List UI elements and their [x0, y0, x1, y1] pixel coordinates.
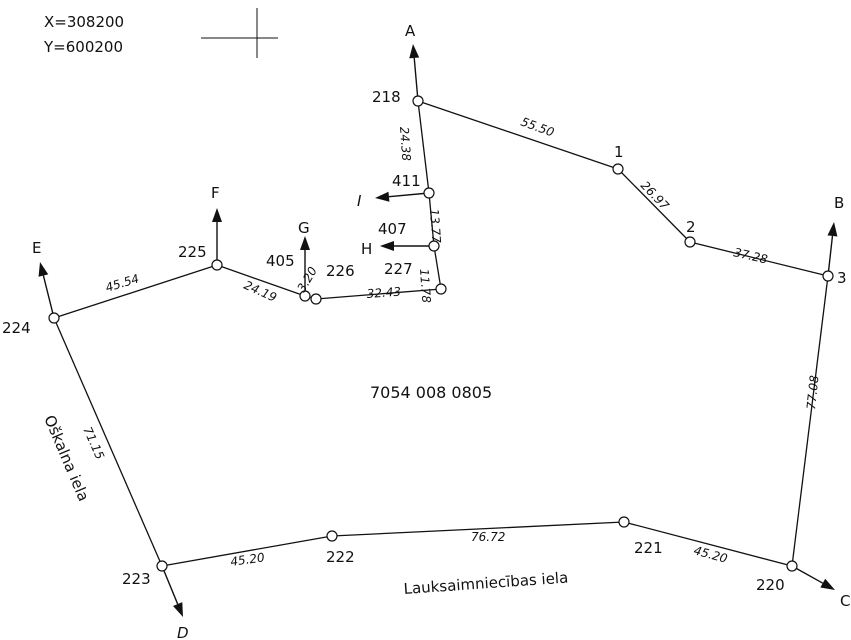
boundary-line-218-1: [417, 100, 619, 170]
direction-label-h: H: [361, 240, 372, 258]
boundary-point-225: [211, 259, 223, 271]
boundary-point-226: [310, 293, 322, 305]
point-label-225: 225: [178, 243, 207, 261]
direction-label-d: D: [177, 624, 189, 640]
boundary-line-225-405: [216, 264, 306, 297]
direction-arrow-c-head: [820, 578, 835, 590]
direction-label-a: A: [405, 22, 416, 40]
direction-label-g: G: [298, 219, 310, 237]
point-label-405: 405: [266, 252, 295, 270]
direction-arrows: A B C D E F G H I: [32, 22, 850, 640]
distance-label-218-1: 55.50: [519, 115, 556, 140]
distance-label-2-3: 37.28: [732, 245, 769, 266]
direction-arrow-g-head: [300, 236, 310, 250]
direction-arrow-a-shaft: [413, 57, 419, 102]
boundary-point-3: [822, 270, 834, 282]
point-label-220: 220: [756, 576, 785, 594]
boundary-points: [48, 95, 834, 572]
direction-label-f: F: [211, 184, 220, 202]
direction-arrow-f-head: [212, 208, 222, 222]
boundary-point-407: [428, 240, 440, 252]
boundary-line-223-224: [53, 317, 163, 567]
point-label-227: 227: [384, 260, 413, 278]
point-label-407: 407: [378, 220, 407, 238]
distance-label-225-405: 24.19: [242, 278, 279, 305]
direction-label-i: I: [357, 192, 362, 210]
point-label-226: 226: [326, 262, 355, 280]
boundary-line-411-218: [417, 100, 430, 194]
distance-labels: 55.5026.9737.2877.0845.2076.7245.2071.15…: [80, 115, 821, 569]
direction-arrow-b-head: [827, 222, 838, 237]
direction-arrow-i-head: [375, 191, 390, 202]
point-label-411: 411: [392, 172, 421, 190]
direction-arrow-d-shaft: [161, 565, 179, 605]
boundary-point-2: [684, 236, 696, 248]
point-label-221: 221: [634, 539, 663, 557]
direction-arrow-i-shaft: [388, 192, 430, 198]
direction-arrow-d-head: [173, 602, 183, 617]
boundary-line-224-225: [53, 264, 218, 319]
direction-arrow-c-shaft: [791, 565, 824, 584]
coord-y-label: Y=600200: [43, 38, 123, 56]
boundary-point-222: [326, 530, 338, 542]
street-label-lauksaimniecibas: Lauksaimniecības iela: [403, 569, 569, 598]
distance-label-221-222: 76.72: [471, 530, 505, 544]
distance-label-411-218: 24.38: [397, 126, 413, 162]
boundary-line-407-411: [428, 192, 435, 247]
distance-label-226-227: 32.43: [366, 285, 401, 301]
boundary-line-3-220: [791, 275, 829, 567]
boundary-lines: [53, 100, 829, 567]
distance-label-220-221: 45.20: [692, 543, 729, 566]
point-label-3: 3: [837, 269, 847, 287]
boundary-point-405: [299, 290, 311, 302]
point-label-2: 2: [686, 218, 696, 236]
distance-label-1-2: 26.97: [638, 178, 672, 213]
boundary-point-218: [412, 95, 424, 107]
direction-label-e: E: [32, 239, 41, 257]
point-label-223: 223: [122, 570, 151, 588]
street-label-oskalna: Oškalna iela: [40, 413, 92, 504]
distance-label-3-220: 77.08: [804, 374, 822, 410]
boundary-line-2-3: [689, 241, 829, 277]
coordinate-marker: X=308200 Y=600200: [43, 8, 278, 58]
boundary-point-411: [423, 187, 435, 199]
direction-arrow-a-head: [409, 44, 420, 59]
point-labels: 218 1 2 3 220 221 222 223 224 225 405 226 227 407 411: [2, 88, 847, 594]
point-label-222: 222: [326, 548, 355, 566]
boundary-line-227-407: [433, 245, 442, 290]
boundary-line-226-227: [315, 288, 442, 300]
direction-arrow-h-head: [380, 241, 394, 251]
boundary-point-224: [48, 312, 60, 324]
point-label-218: 218: [372, 88, 401, 106]
boundary-line-220-221: [623, 521, 793, 567]
parcel-cadastre-number: 7054 008 0805: [370, 383, 492, 402]
boundary-point-223: [156, 560, 168, 572]
distance-label-222-223: 45.20: [229, 550, 265, 569]
distance-label-407-411: 13.77: [427, 208, 443, 244]
boundary-line-1-2: [617, 168, 691, 243]
boundary-point-1: [612, 163, 624, 175]
boundary-point-220: [786, 560, 798, 572]
coord-x-label: X=308200: [44, 13, 124, 31]
point-label-224: 224: [2, 319, 31, 337]
direction-arrow-e-shaft: [42, 275, 55, 319]
boundary-point-221: [618, 516, 630, 528]
point-label-1: 1: [614, 143, 624, 161]
distance-label-227-407: 11.78: [417, 268, 433, 304]
direction-arrow-b-shaft: [827, 235, 834, 277]
boundary-line-222-223: [161, 535, 333, 567]
boundary-point-227: [435, 283, 447, 295]
direction-arrow-e-head: [38, 262, 49, 277]
boundary-line-221-222: [331, 521, 625, 537]
direction-label-b: B: [834, 194, 844, 212]
distance-label-405-226: 3.20: [294, 264, 320, 294]
direction-label-c: C: [840, 592, 850, 610]
